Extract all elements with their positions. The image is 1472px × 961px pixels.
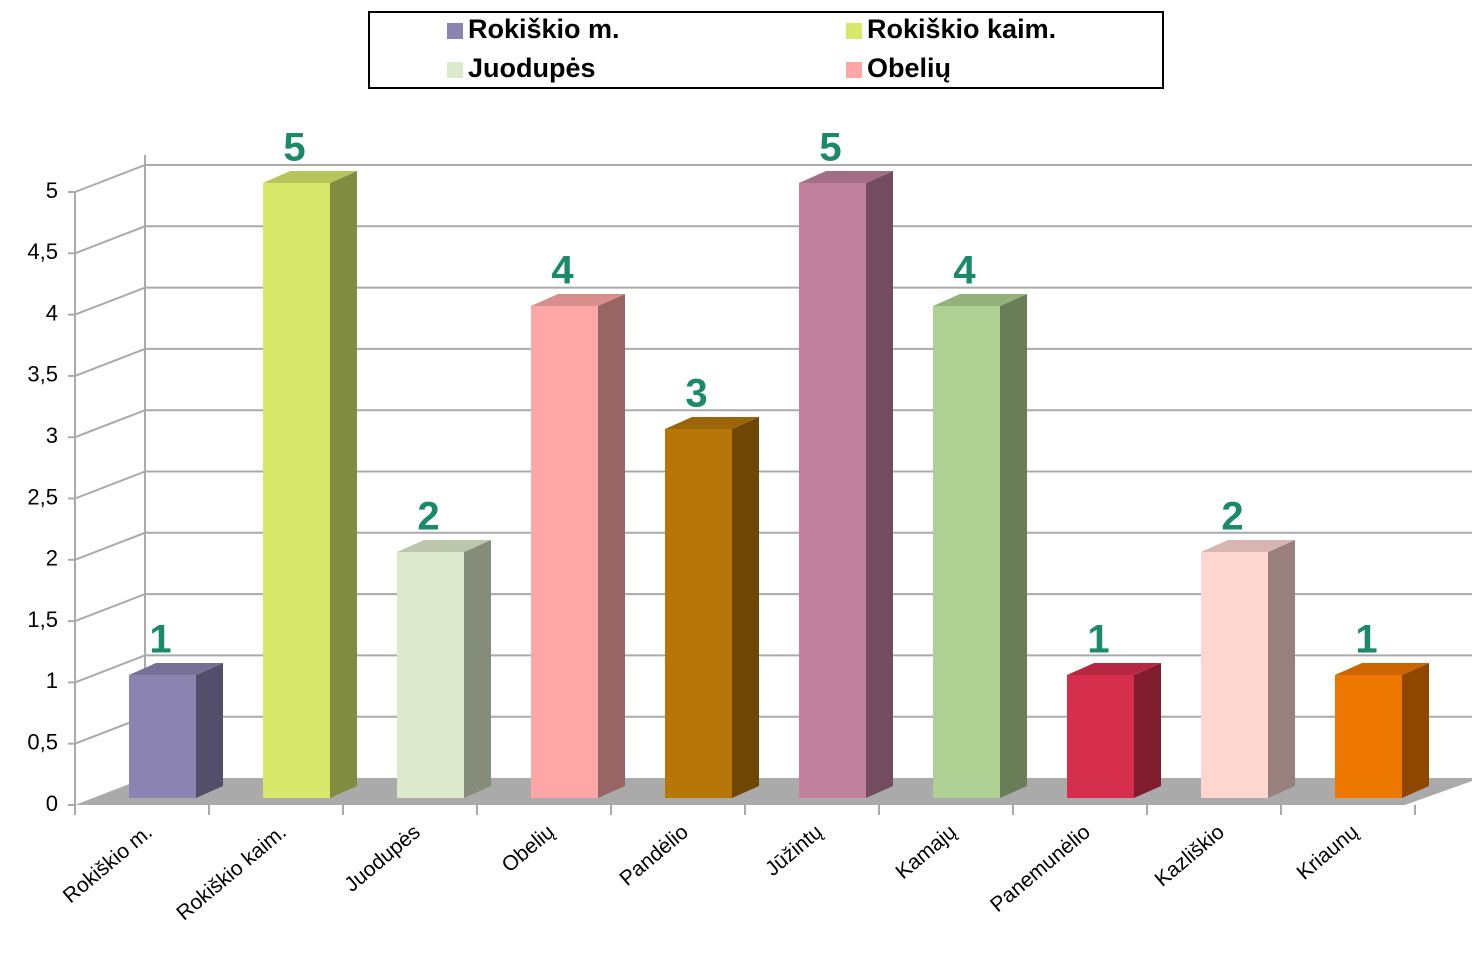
legend-swatch: [846, 23, 862, 39]
bar: [531, 306, 598, 798]
y-tick-label: 2,5: [27, 484, 58, 509]
y-tick-label: 0: [46, 791, 58, 816]
value-label: 1: [1355, 618, 1377, 662]
legend-label: Rokiškio m.: [468, 14, 620, 44]
legend-swatch: [447, 62, 463, 78]
y-tick-label: 3,5: [27, 362, 58, 387]
value-label: 1: [149, 618, 171, 662]
bar-side: [1000, 294, 1027, 798]
bar: [129, 675, 196, 798]
bar-side: [464, 540, 491, 798]
y-tick-label: 1: [46, 668, 58, 693]
bar: [1201, 552, 1268, 798]
value-label: 2: [1221, 495, 1243, 539]
y-tick-label: 3: [46, 423, 58, 448]
x-tick-label: Obelių: [497, 820, 558, 877]
x-tick-label: Rokiškio m.: [59, 820, 157, 907]
bar-side: [330, 171, 357, 798]
value-label: 3: [685, 372, 707, 416]
bar-side: [1134, 663, 1161, 798]
legend-label: Juodupės: [468, 53, 596, 83]
chart: 0 0,5 1 1,5 2 2,5 3 3,5 4 4,5 5 1 Rokiškio m. 5 Rokišk…: [0, 0, 1472, 961]
value-label: 2: [417, 495, 439, 539]
bar-side: [1268, 540, 1295, 798]
bar-side: [732, 417, 759, 798]
bar-side: [598, 294, 625, 798]
y-tick-label: 5: [46, 178, 58, 203]
y-tick-label: 4: [46, 300, 58, 325]
x-tick-label: Kriaunų: [1293, 820, 1363, 884]
bar: [1067, 675, 1134, 798]
value-label: 5: [283, 126, 305, 170]
value-label: 4: [551, 249, 574, 293]
y-tick-label: 0,5: [27, 730, 58, 755]
bar: [799, 183, 866, 798]
x-tick-label: Jūžintų: [761, 820, 827, 880]
bar-side: [196, 663, 223, 798]
y-tick-label: 4,5: [27, 239, 58, 264]
x-tick-label: Panemunėlio: [986, 820, 1095, 916]
bar: [397, 552, 464, 798]
bar-side: [866, 171, 893, 798]
legend-label: Rokiškio kaim.: [867, 14, 1056, 44]
x-tick-label: Juodupės: [340, 820, 425, 896]
legend-swatch: [447, 23, 463, 39]
x-tick-label: Kazliškio: [1151, 820, 1229, 891]
value-label: 5: [819, 126, 841, 170]
bar: [1335, 675, 1402, 798]
bar: [665, 429, 732, 798]
legend-label: Obelių: [867, 53, 951, 83]
x-tick-label: Kamajų: [891, 820, 960, 883]
bar-side: [1402, 663, 1429, 798]
bar: [933, 306, 1000, 798]
bar: [263, 183, 330, 798]
x-tick-label: Rokiškio kaim.: [172, 820, 290, 925]
y-tick-label: 1,5: [27, 607, 58, 632]
value-label: 1: [1087, 618, 1109, 662]
y-tick-label: 2: [46, 546, 58, 571]
x-tick-label: Pandėlio: [615, 820, 692, 890]
value-label: 4: [953, 249, 976, 293]
legend-swatch: [846, 62, 862, 78]
